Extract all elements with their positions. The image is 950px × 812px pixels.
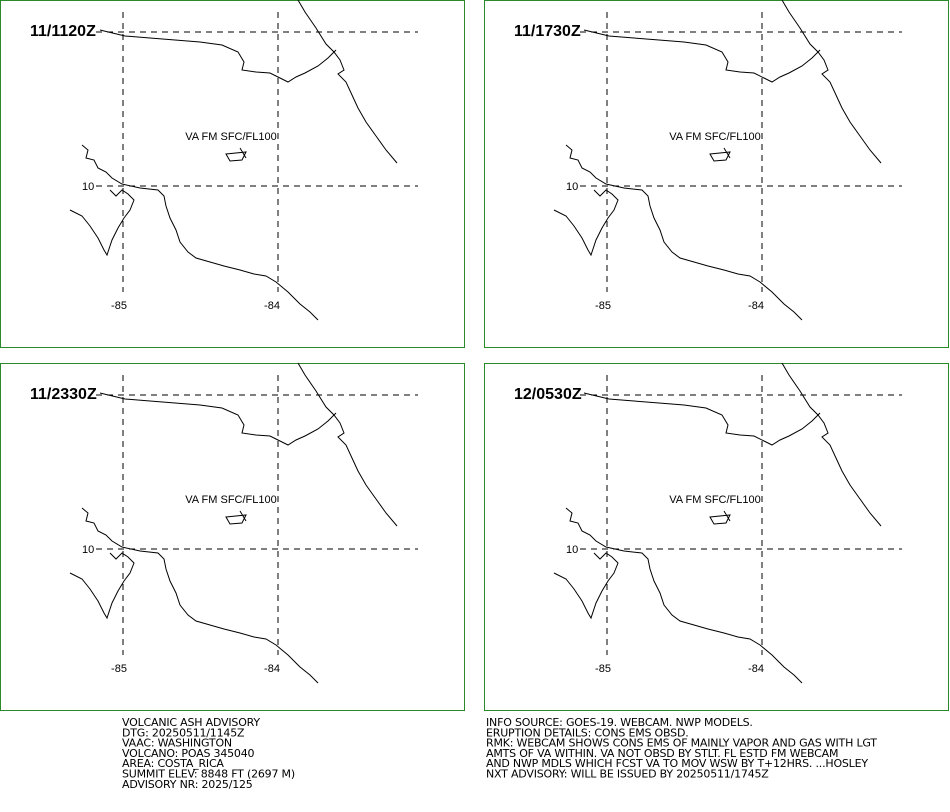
advisory-line: ERUPTION DETAILS: CONS EMS OBSD. <box>486 726 689 739</box>
lat-label: 10 <box>82 544 94 556</box>
map-panel: 11/2330Z VA FM SFC/FL100 10 -85 -84 <box>0 362 465 711</box>
ash-label: VA FM SFC/FL100 <box>185 494 277 506</box>
valid-time: 11/2330Z <box>30 386 97 403</box>
advisory-line: ADVISORY NR: 2025/125 <box>122 778 253 791</box>
panel-frame <box>484 0 949 348</box>
lon-label: -85 <box>595 663 611 675</box>
ash-label: VA FM SFC/FL100 <box>669 131 761 143</box>
valid-time: 11/1120Z <box>30 23 96 40</box>
panels: 11/1120Z VA FM SFC/FL100 10 -85 -84 11/1730Z V… <box>0 0 949 711</box>
coastline <box>69 0 398 321</box>
lat-label: 10 <box>566 544 578 556</box>
panel-frame <box>0 363 465 711</box>
ash-label: VA FM SFC/FL100 <box>669 494 761 506</box>
map-panel: 11/1120Z VA FM SFC/FL100 10 -85 -84 <box>0 0 465 348</box>
advisory-line: VAAC: WASHINGTON <box>122 737 232 750</box>
coastline <box>69 362 398 684</box>
coastline <box>553 0 882 321</box>
valid-time: 11/1730Z <box>514 23 581 40</box>
advisory-line: SUMMIT ELEV: 8848 FT (2697 M) <box>122 768 295 781</box>
advisory-line: VOLCANO: POAS 345040 <box>122 747 255 760</box>
map-panel: 12/0530Z VA FM SFC/FL100 10 -85 -84 <box>484 362 949 711</box>
lat-label: 10 <box>82 181 94 193</box>
lon-label: -84 <box>264 663 280 675</box>
lon-label: -85 <box>111 300 127 312</box>
lon-label: -84 <box>748 300 764 312</box>
lon-label: -85 <box>595 300 611 312</box>
lon-label: -85 <box>111 663 127 675</box>
ash-label: VA FM SFC/FL100 <box>185 131 277 143</box>
panel-frame <box>0 0 465 348</box>
coastline <box>553 362 882 684</box>
map-panel: 11/1730Z VA FM SFC/FL100 10 -85 -84 <box>484 0 949 348</box>
lon-label: -84 <box>748 663 764 675</box>
advisory-line: NXT ADVISORY: WILL BE ISSUED BY 20250511… <box>486 768 769 781</box>
valid-time: 12/0530Z <box>514 386 582 403</box>
advisory-line: DTG: 20250511/1145Z <box>122 726 245 739</box>
advisory-line: AND NWP MDLS WHICH FCST VA TO MOV WSW BY… <box>486 757 868 770</box>
lon-label: -84 <box>264 300 280 312</box>
advisory-line: AMTS OF VA WITHIN. VA NOT OBSD BY STLT. … <box>486 747 838 760</box>
advisory-line: RMK: WEBCAM SHOWS CONS EMS OF MAINLY VAP… <box>486 737 877 750</box>
lat-label: 10 <box>566 181 578 193</box>
panel-frame <box>484 363 949 711</box>
advisory-line: INFO SOURCE: GOES-19. WEBCAM. NWP MODELS… <box>486 716 753 729</box>
advisory-line: AREA: COSTA_RICA <box>122 757 224 770</box>
advisory-line: VOLCANIC ASH ADVISORY <box>122 716 260 729</box>
